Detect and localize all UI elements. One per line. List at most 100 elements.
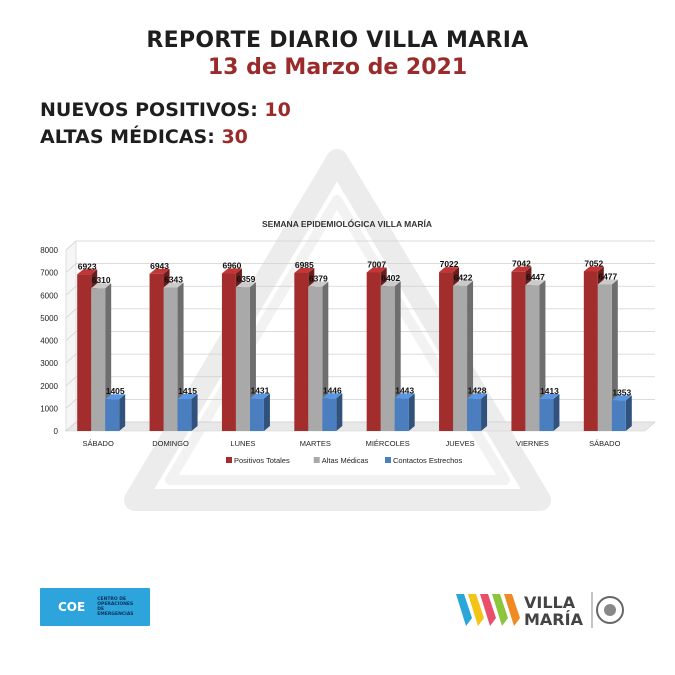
bar: [77, 274, 92, 431]
data-label: 1431: [250, 386, 269, 396]
y-tick-label: 1000: [40, 404, 58, 413]
bar-side: [336, 393, 343, 431]
data-label: 7007: [367, 259, 386, 269]
x-tick-label: SÁBADO: [83, 439, 114, 448]
data-label: 1405: [106, 386, 125, 396]
bar: [91, 288, 106, 431]
bar: [308, 286, 323, 431]
data-label: 6985: [295, 260, 314, 270]
bar-top: [511, 266, 532, 272]
y-tick-label: 4000: [40, 337, 58, 346]
bar-side: [322, 281, 329, 431]
bar-side: [249, 282, 256, 431]
data-label: 6343: [164, 274, 183, 284]
bar-top: [583, 266, 604, 272]
y-tick-label: 0: [54, 427, 59, 436]
bar: [294, 272, 309, 431]
bar: [453, 285, 468, 431]
data-label: 1353: [612, 387, 631, 397]
bar-side: [539, 280, 546, 431]
bar-top: [91, 283, 112, 289]
header: REPORTE DIARIO VILLA MARIA 13 de Marzo d…: [0, 28, 675, 80]
bar-top: [105, 394, 126, 400]
bar: [249, 398, 264, 431]
bar: [221, 273, 236, 431]
nuevos-positivos-label: NUEVOS POSITIVOS:: [40, 99, 258, 121]
x-tick-label: LUNES: [230, 439, 255, 448]
data-label: 7022: [440, 259, 459, 269]
y-tick-label: 3000: [40, 359, 58, 368]
grid-line: [65, 240, 655, 251]
bar: [322, 398, 337, 431]
data-label: 6310: [92, 275, 111, 285]
bar-side: [553, 394, 560, 431]
bar-top: [77, 269, 98, 275]
bar: [597, 284, 612, 431]
x-tick-label: SÁBADO: [589, 439, 620, 448]
x-tick-label: JUEVES: [445, 439, 474, 448]
vm-logo-line1: VILLA: [524, 593, 576, 612]
x-tick-label: MIÉRCOLES: [366, 439, 410, 448]
data-label: 6359: [236, 274, 255, 284]
legend-entry: Positivos Totales: [234, 456, 290, 465]
data-label: 6960: [222, 261, 241, 271]
chart-title: SEMANA EPIDEMIOLÓGICA VILLA MARÍA: [262, 218, 432, 229]
bar-top: [539, 394, 560, 400]
nuevos-positivos: NUEVOS POSITIVOS: 10: [40, 99, 291, 121]
bar-side: [105, 283, 112, 431]
bar-top: [394, 393, 415, 399]
bar-top: [149, 268, 170, 274]
grid-line: [65, 263, 655, 273]
bar: [366, 272, 381, 431]
bar: [177, 398, 192, 431]
bar-side: [394, 281, 401, 431]
data-label: 1446: [323, 385, 342, 395]
legend-entry: Altas Médicas: [322, 456, 369, 465]
bar-top: [366, 267, 387, 273]
bar-top: [221, 268, 242, 274]
bar-side: [177, 282, 184, 431]
bar: [163, 287, 178, 431]
data-label: 7052: [584, 258, 603, 268]
bar: [105, 399, 120, 431]
bar-top: [439, 267, 460, 273]
y-tick-label: 7000: [40, 269, 58, 278]
bar-top: [177, 393, 198, 399]
bar: [467, 398, 482, 431]
bar-side: [191, 393, 198, 431]
altas-medicas-label: ALTAS MÉDICAS:: [40, 126, 215, 148]
bar-top: [525, 280, 546, 286]
data-label: 6402: [381, 273, 400, 283]
bar-top: [308, 281, 329, 287]
legend-swatch: [385, 457, 391, 463]
data-label: 6379: [309, 274, 328, 284]
page-title: REPORTE DIARIO VILLA MARIA: [146, 28, 529, 53]
bar-top: [322, 393, 343, 399]
bar-top: [249, 393, 270, 399]
nuevos-positivos-value: 10: [264, 99, 291, 121]
bar: [235, 287, 250, 431]
y-tick-label: 5000: [40, 314, 58, 323]
vm-logo-line2: MARÍA: [524, 610, 584, 629]
bar: [149, 273, 164, 431]
data-label: 1413: [540, 386, 559, 396]
bar-top: [294, 267, 315, 273]
altas-medicas-value: 30: [221, 126, 248, 148]
data-label: 6477: [598, 271, 617, 281]
data-label: 6943: [150, 261, 169, 271]
data-label: 6447: [526, 272, 545, 282]
legend-entry: Contactos Estrechos: [393, 456, 462, 465]
bar-side: [611, 279, 618, 431]
y-tick-label: 8000: [40, 246, 58, 255]
bar: [380, 286, 395, 431]
bar: [511, 271, 526, 431]
bar-side: [481, 393, 488, 431]
data-label: 6422: [454, 273, 473, 283]
bar-top: [235, 282, 256, 288]
bar-top: [163, 282, 184, 288]
y-tick-label: 2000: [40, 382, 58, 391]
bar: [525, 285, 540, 431]
data-label: 1415: [178, 386, 197, 396]
data-label: 1428: [468, 386, 487, 396]
